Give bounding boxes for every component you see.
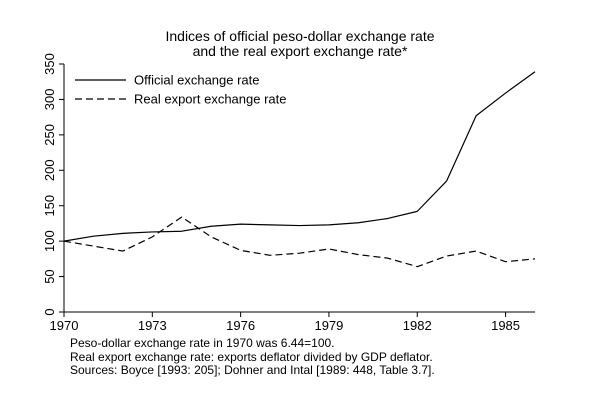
x-tick-label: 1973 [138,318,167,333]
x-tick-label: 1982 [403,318,432,333]
y-tick-label: 50 [42,269,57,283]
chart-subtitle: and the real export exchange rate* [193,43,408,59]
series-line-official [63,71,536,242]
y-tick-label: 100 [42,230,57,252]
x-tick-label: 1970 [50,318,79,333]
x-tick-label: 1979 [314,318,343,333]
chart-notes: Peso-dollar exchange rate in 1970 was 6.… [70,336,435,378]
x-tick-label: 1976 [226,318,255,333]
series-line-real [63,216,536,268]
legend-label-official: Official exchange rate [134,73,260,88]
y-axis-ticks: 0 50 100 150 200 250 300 350 [42,53,64,316]
chart-title: Indices of official peso-dollar exchange… [165,28,434,44]
legend: Official exchange rate Real export excha… [75,73,286,107]
y-tick-label: 350 [42,53,57,75]
note-definition: Real export exchange rate: exports defla… [70,349,433,364]
y-tick-label: 250 [42,124,57,146]
y-tick-label: 300 [42,89,57,111]
note-sources: Sources: Boyce [1993: 205]; Dohner and I… [70,363,435,377]
series-layer [63,71,536,268]
x-axis-ticks: 1970 1973 1976 1979 1982 1985 [50,312,520,333]
note-base-rate: Peso-dollar exchange rate in 1970 was 6.… [70,336,335,350]
y-tick-label: 150 [42,195,57,217]
y-tick-label: 200 [42,159,57,181]
legend-label-real: Real export exchange rate [134,92,286,107]
y-tick-label: 0 [42,308,57,315]
x-tick-label: 1985 [491,318,520,333]
